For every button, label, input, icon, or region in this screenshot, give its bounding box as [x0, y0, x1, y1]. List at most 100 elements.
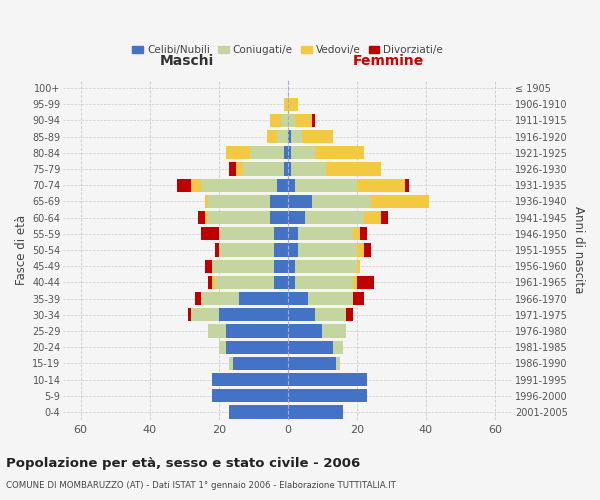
Bar	[288, 114, 295, 127]
Bar	[288, 406, 343, 418]
Bar	[212, 260, 274, 273]
Bar	[215, 276, 274, 289]
Bar	[288, 276, 295, 289]
Bar	[239, 292, 288, 305]
Bar	[298, 227, 353, 240]
Bar	[205, 211, 208, 224]
Bar	[288, 292, 308, 305]
Bar	[308, 292, 353, 305]
Bar	[226, 340, 288, 354]
Bar	[288, 389, 367, 402]
Bar	[288, 324, 322, 338]
Bar	[360, 227, 367, 240]
Y-axis label: Anni di nascita: Anni di nascita	[572, 206, 585, 294]
Bar	[288, 162, 291, 175]
Bar	[326, 162, 381, 175]
Bar	[305, 211, 364, 224]
Bar	[288, 98, 298, 111]
Bar	[194, 292, 202, 305]
Bar	[371, 194, 430, 208]
Bar	[250, 146, 284, 160]
Bar	[357, 260, 360, 273]
Bar	[353, 292, 364, 305]
Bar	[218, 308, 288, 322]
Bar	[316, 308, 346, 322]
Bar	[274, 260, 288, 273]
Bar	[274, 244, 288, 256]
Bar	[218, 227, 274, 240]
Bar	[288, 194, 312, 208]
Bar	[243, 162, 284, 175]
Bar	[191, 308, 218, 322]
Bar	[288, 357, 336, 370]
Bar	[295, 178, 357, 192]
Bar	[218, 340, 226, 354]
Bar	[346, 308, 353, 322]
Bar	[288, 373, 367, 386]
Bar	[267, 130, 277, 143]
Bar	[284, 98, 288, 111]
Bar	[229, 357, 233, 370]
Text: Popolazione per età, sesso e stato civile - 2006: Popolazione per età, sesso e stato civil…	[6, 458, 360, 470]
Bar	[202, 227, 218, 240]
Bar	[295, 260, 357, 273]
Bar	[208, 211, 271, 224]
Bar	[322, 324, 346, 338]
Bar	[405, 178, 409, 192]
Bar	[357, 244, 364, 256]
Bar	[288, 227, 298, 240]
Bar	[316, 146, 364, 160]
Bar	[277, 130, 288, 143]
Bar	[226, 146, 250, 160]
Bar	[332, 340, 343, 354]
Bar	[288, 130, 291, 143]
Y-axis label: Fasce di età: Fasce di età	[15, 215, 28, 285]
Bar	[205, 260, 212, 273]
Bar	[281, 114, 288, 127]
Bar	[353, 276, 357, 289]
Bar	[177, 178, 191, 192]
Bar	[198, 211, 205, 224]
Bar	[284, 146, 288, 160]
Bar	[288, 178, 295, 192]
Bar	[205, 194, 208, 208]
Bar	[188, 308, 191, 322]
Text: Femmine: Femmine	[353, 54, 424, 68]
Bar	[226, 324, 288, 338]
Bar	[212, 276, 215, 289]
Text: COMUNE DI MOMBARUZZO (AT) - Dati ISTAT 1° gennaio 2006 - Elaborazione TUTTITALIA: COMUNE DI MOMBARUZZO (AT) - Dati ISTAT 1…	[6, 481, 396, 490]
Bar	[271, 211, 288, 224]
Bar	[191, 178, 202, 192]
Bar	[202, 292, 239, 305]
Bar	[274, 276, 288, 289]
Bar	[288, 340, 332, 354]
Bar	[277, 178, 288, 192]
Text: Maschi: Maschi	[160, 54, 214, 68]
Bar	[229, 162, 236, 175]
Bar	[212, 389, 288, 402]
Bar	[302, 130, 332, 143]
Bar	[218, 244, 274, 256]
Bar	[312, 114, 316, 127]
Bar	[208, 194, 271, 208]
Bar	[312, 194, 371, 208]
Bar	[202, 178, 277, 192]
Bar	[271, 114, 281, 127]
Bar	[288, 308, 316, 322]
Bar	[288, 260, 295, 273]
Bar	[381, 211, 388, 224]
Bar	[284, 162, 288, 175]
Bar	[274, 227, 288, 240]
Bar	[291, 146, 316, 160]
Bar	[288, 211, 305, 224]
Bar	[364, 211, 381, 224]
Bar	[357, 178, 405, 192]
Bar	[353, 227, 360, 240]
Bar	[291, 130, 302, 143]
Bar	[291, 162, 326, 175]
Bar	[271, 194, 288, 208]
Bar	[295, 276, 353, 289]
Bar	[298, 244, 357, 256]
Bar	[357, 276, 374, 289]
Bar	[212, 373, 288, 386]
